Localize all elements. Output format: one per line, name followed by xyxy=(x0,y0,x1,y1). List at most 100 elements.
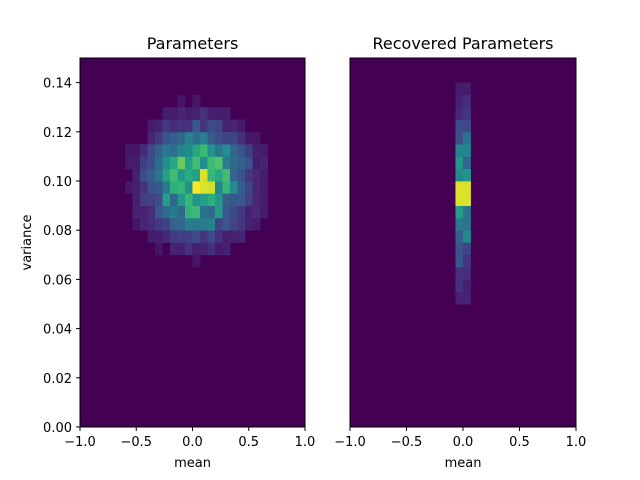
heatmap-bin xyxy=(140,205,148,219)
y-tick-label: 0.12 xyxy=(43,126,72,141)
heatmap-bin xyxy=(170,168,178,182)
heatmap-bin xyxy=(207,230,216,243)
heatmap-bin xyxy=(140,144,148,157)
heatmap-bin xyxy=(192,230,201,243)
heatmap-bin xyxy=(147,181,156,194)
heatmap-bin xyxy=(455,181,464,194)
heatmap-bin xyxy=(222,131,231,145)
heatmap-bin xyxy=(140,156,148,170)
heatmap-bin xyxy=(252,156,261,170)
heatmap-bin xyxy=(170,107,178,120)
y-tick-label: 0.02 xyxy=(43,372,72,387)
heatmap-bin xyxy=(215,119,223,133)
heatmap-bin xyxy=(252,131,261,145)
heatmap-bin xyxy=(455,168,464,182)
heatmap-bin xyxy=(132,144,141,157)
heatmap-bin xyxy=(132,156,141,170)
heatmap-bin xyxy=(237,168,246,182)
x-tick-label: −1.0 xyxy=(64,435,96,450)
heatmap-bin xyxy=(162,193,171,206)
heatmap-bin xyxy=(237,131,246,145)
heatmap-bin xyxy=(455,107,464,120)
heatmap-bin xyxy=(207,144,216,157)
heatmap-bin xyxy=(155,193,163,206)
heatmap-bin xyxy=(162,131,171,145)
heatmap-bin xyxy=(463,107,471,120)
heatmap-bin xyxy=(215,242,223,256)
heatmap-bin xyxy=(200,230,208,243)
heatmap-bin xyxy=(237,217,246,231)
x-axis: −1.0 −0.5 0.0 0.5 1.0 xyxy=(64,427,315,450)
heatmap-bin xyxy=(200,119,208,133)
heatmap-bin xyxy=(222,144,231,157)
heatmap-bin xyxy=(260,156,268,170)
heatmap-bin xyxy=(455,267,464,280)
heatmap-bin xyxy=(463,94,471,108)
heatmap-bin xyxy=(215,205,223,219)
x-axis-label: mean xyxy=(174,456,211,471)
heatmap-bin xyxy=(222,107,231,120)
heatmap-bin xyxy=(463,254,471,268)
heatmap-bin xyxy=(237,193,246,206)
heatmap-bin xyxy=(200,144,208,157)
heatmap-bin xyxy=(170,156,178,170)
heatmap-bin xyxy=(170,242,178,256)
heatmap-bin xyxy=(162,217,171,231)
x-tick-label: 0.5 xyxy=(238,435,259,450)
heatmap-bin xyxy=(185,230,193,243)
heatmap-bin xyxy=(252,217,261,231)
heatmap-bin xyxy=(147,230,156,243)
heatmap-bin xyxy=(455,119,464,133)
heatmap-bin xyxy=(252,205,261,219)
parameters-panel: Parameters −1.0 −0.5 0.0 0.5 1.0 0.000.020.0… xyxy=(20,34,315,471)
heatmap-bin xyxy=(207,156,216,170)
heatmap-bin xyxy=(170,230,178,243)
heatmap-bin xyxy=(230,217,238,231)
heatmap-bin xyxy=(215,144,223,157)
heatmap-bin xyxy=(200,193,208,206)
x-tick-label: 1.0 xyxy=(566,435,587,450)
heatmap-bin xyxy=(185,217,193,231)
heatmap-bin xyxy=(162,144,171,157)
heatmap-bin xyxy=(177,156,186,170)
heatmap-bin xyxy=(463,291,471,305)
heatmap-bin xyxy=(455,156,464,170)
heatmap-bin xyxy=(463,168,471,182)
heatmap-bin xyxy=(222,156,231,170)
heatmap-bin xyxy=(155,168,163,182)
heatmap-bin xyxy=(185,107,193,120)
heatmap-bin xyxy=(215,168,223,182)
heatmap-bin xyxy=(245,193,253,206)
x-axis-label: mean xyxy=(445,456,482,471)
heatmap-bin xyxy=(245,156,253,170)
heatmap-bin xyxy=(207,181,216,194)
heatmap-bin xyxy=(215,131,223,145)
heatmap-bin xyxy=(455,205,464,219)
heatmap-bin xyxy=(200,168,208,182)
heatmap-bin xyxy=(215,107,223,120)
heatmap-bin xyxy=(192,242,201,256)
heatmap-bin xyxy=(132,181,141,194)
heatmap-bin xyxy=(222,242,231,256)
heatmap-bin xyxy=(222,193,231,206)
heatmap-bin xyxy=(185,131,193,145)
heatmap-bin xyxy=(192,107,201,120)
heatmap-bin xyxy=(155,144,163,157)
heatmap-bin xyxy=(132,217,141,231)
heatmap-bin xyxy=(192,193,201,206)
heatmap-bin xyxy=(200,181,208,194)
heatmap-bin xyxy=(170,193,178,206)
chart-title: Recovered Parameters xyxy=(372,34,553,53)
heatmap-bin xyxy=(125,156,133,170)
heatmap-bin xyxy=(140,193,148,206)
heatmap-bin xyxy=(185,168,193,182)
heatmap-bin xyxy=(463,267,471,280)
heatmap-bin xyxy=(132,193,141,206)
heatmap-bin xyxy=(222,230,231,243)
heatmap-bin xyxy=(230,131,238,145)
heatmap-bin xyxy=(177,107,186,120)
heatmap-bin xyxy=(230,181,238,194)
x-tick-label: −0.5 xyxy=(391,435,423,450)
heatmap-bin xyxy=(245,144,253,157)
